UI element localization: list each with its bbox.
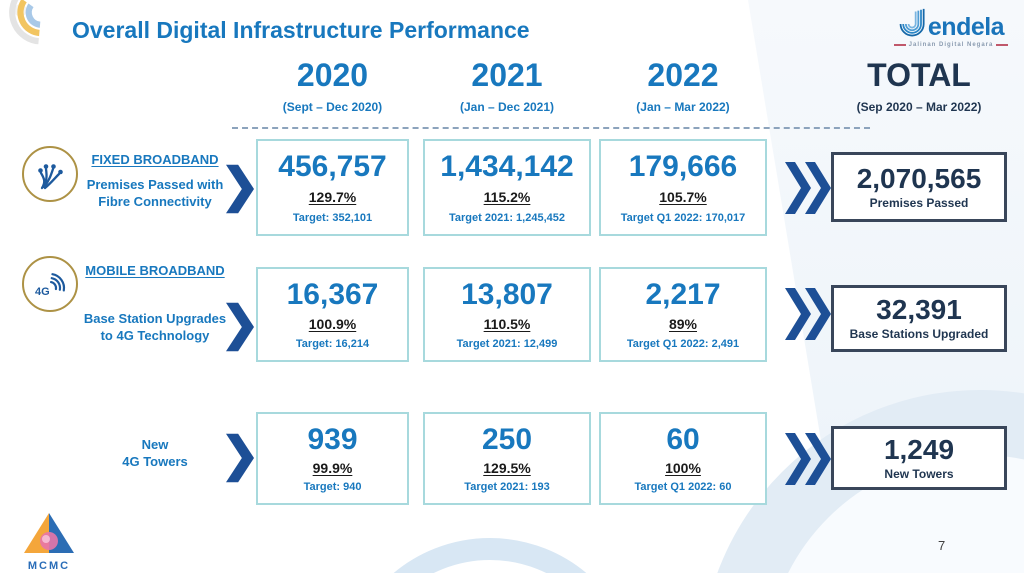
total-label: New Towers [884,466,954,481]
metric-target: Target: 16,214 [295,338,370,350]
metric-value: 456,757 [278,150,387,183]
row-category-mobile-broadband: MOBILE BROADBAND [85,263,225,278]
total-value: 1,249 [883,433,955,465]
metric-percent: 99.9% [312,460,353,476]
jendela-arc-j-icon [899,8,925,37]
tagline-dash [996,44,1009,46]
total-label: Premises Passed [869,195,969,210]
double-chevron-icon [785,433,831,485]
metric-percent: 100% [665,460,701,476]
mcmc-logo: MCMC [18,512,80,572]
double-chevron-icon [785,162,831,214]
metric-box-mobile-2021: 13,807 110.5% Target 2021: 12,499 [423,267,591,362]
year-label: 2022 [647,57,719,93]
metric-box-fixed-2022: 179,666 105.7% Target Q1 2022: 170,017 [599,139,767,236]
column-header-2021: 2021 (Jan – Dec 2021) [423,57,591,115]
header-divider-dashed-line [232,127,870,129]
concentric-arcs-icon [9,0,41,45]
row-description-new-4g-towers: New 4G Towers [122,437,188,470]
column-header-total: TOTAL (Sep 2020 – Mar 2022) [831,57,1007,115]
metric-value: 1,434,142 [440,150,574,183]
tagline-dash [893,44,906,46]
metric-value: 13,807 [461,278,553,311]
metric-box-fixed-2021: 1,434,142 115.2% Target 2021: 1,245,452 [423,139,591,236]
metric-box-mobile-2020: 16,367 100.9% Target: 16,214 [256,267,409,362]
row-category-fixed-broadband: FIXED BROADBAND [91,152,219,167]
arrow-right-icon [226,433,254,483]
metric-box-fixed-2020: 456,757 129.7% Target: 352,101 [256,139,409,236]
metric-percent: 89% [668,316,698,332]
metric-percent: 105.7% [659,189,707,205]
metric-value: 939 [307,423,358,456]
fibre-connectivity-icon [38,164,63,190]
total-label: Base Stations Upgraded [849,327,989,341]
metric-target: Target Q1 2022: 170,017 [620,212,746,224]
total-value: 2,070,565 [856,162,982,194]
metric-target: Target 2021: 193 [464,481,550,493]
row-description: Premises Passed with Fibre Connectivity [86,177,224,210]
metric-target: Target Q1 2022: 60 [634,481,732,493]
column-header-2020: 2020 (Sept – Dec 2020) [256,57,409,115]
metric-target: Target: 940 [303,481,362,493]
jendela-logo: endela Jalinan Digital Negara [886,8,1016,48]
period-label: (Sep 2020 – Mar 2022) [856,100,982,115]
total-box-new-towers: 1,249 New Towers [831,426,1007,490]
mcmc-triangle-icon [24,513,74,553]
metric-box-mobile-2022: 2,217 89% Target Q1 2022: 2,491 [599,267,767,362]
period-label: (Jan – Dec 2021) [459,100,555,115]
metric-target: Target 2021: 12,499 [456,338,558,350]
metric-percent: 110.5% [483,316,531,332]
metric-value: 16,367 [286,278,379,311]
total-value: 32,391 [876,294,962,325]
period-label: (Sept – Dec 2020) [282,100,383,115]
page-title: Overall Digital Infrastructure Performan… [72,17,530,43]
year-label: TOTAL [867,57,971,93]
4g-signal-icon: 4G [35,273,66,298]
double-chevron-icon [785,288,831,340]
metric-box-towers-2020: 939 99.9% Target: 940 [256,412,409,505]
metric-percent: 129.5% [483,460,531,476]
column-header-2022: 2022 (Jan – Mar 2022) [599,57,767,115]
metric-target: Target Q1 2022: 2,491 [626,338,740,350]
metric-value: 250 [481,423,533,456]
metric-box-towers-2022: 60 100% Target Q1 2022: 60 [599,412,767,505]
metric-target: Target: 352,101 [292,212,373,224]
jendela-tagline: Jalinan Digital Negara [886,42,1016,48]
metric-value: 2,217 [645,278,721,311]
page-number: 7 [938,538,946,553]
year-label: 2020 [296,57,369,93]
metric-percent: 100.9% [308,316,357,332]
mobile-broadband-icon-badge: 4G [22,256,78,312]
total-box-base-stations: 32,391 Base Stations Upgraded [831,285,1007,352]
year-label: 2021 [471,57,543,93]
metric-target: Target 2021: 1,245,452 [449,212,565,224]
svg-text:4G: 4G [35,286,50,298]
metric-box-towers-2021: 250 129.5% Target 2021: 193 [423,412,591,505]
total-box-premises-passed: 2,070,565 Premises Passed [831,152,1007,222]
row-description: Base Station Upgrades to 4G Technology [83,311,227,344]
metric-percent: 115.2% [483,189,531,205]
arrow-right-icon [226,302,254,352]
mcmc-wordmark: MCMC [27,560,71,572]
arrow-right-icon [226,164,254,214]
metric-value: 179,666 [628,150,738,183]
jendela-wordmark: endela [927,13,1005,41]
period-label: (Jan – Mar 2022) [636,100,730,115]
metric-percent: 129.7% [308,189,357,205]
fixed-broadband-icon-badge [22,146,78,202]
metric-value: 60 [666,423,700,456]
